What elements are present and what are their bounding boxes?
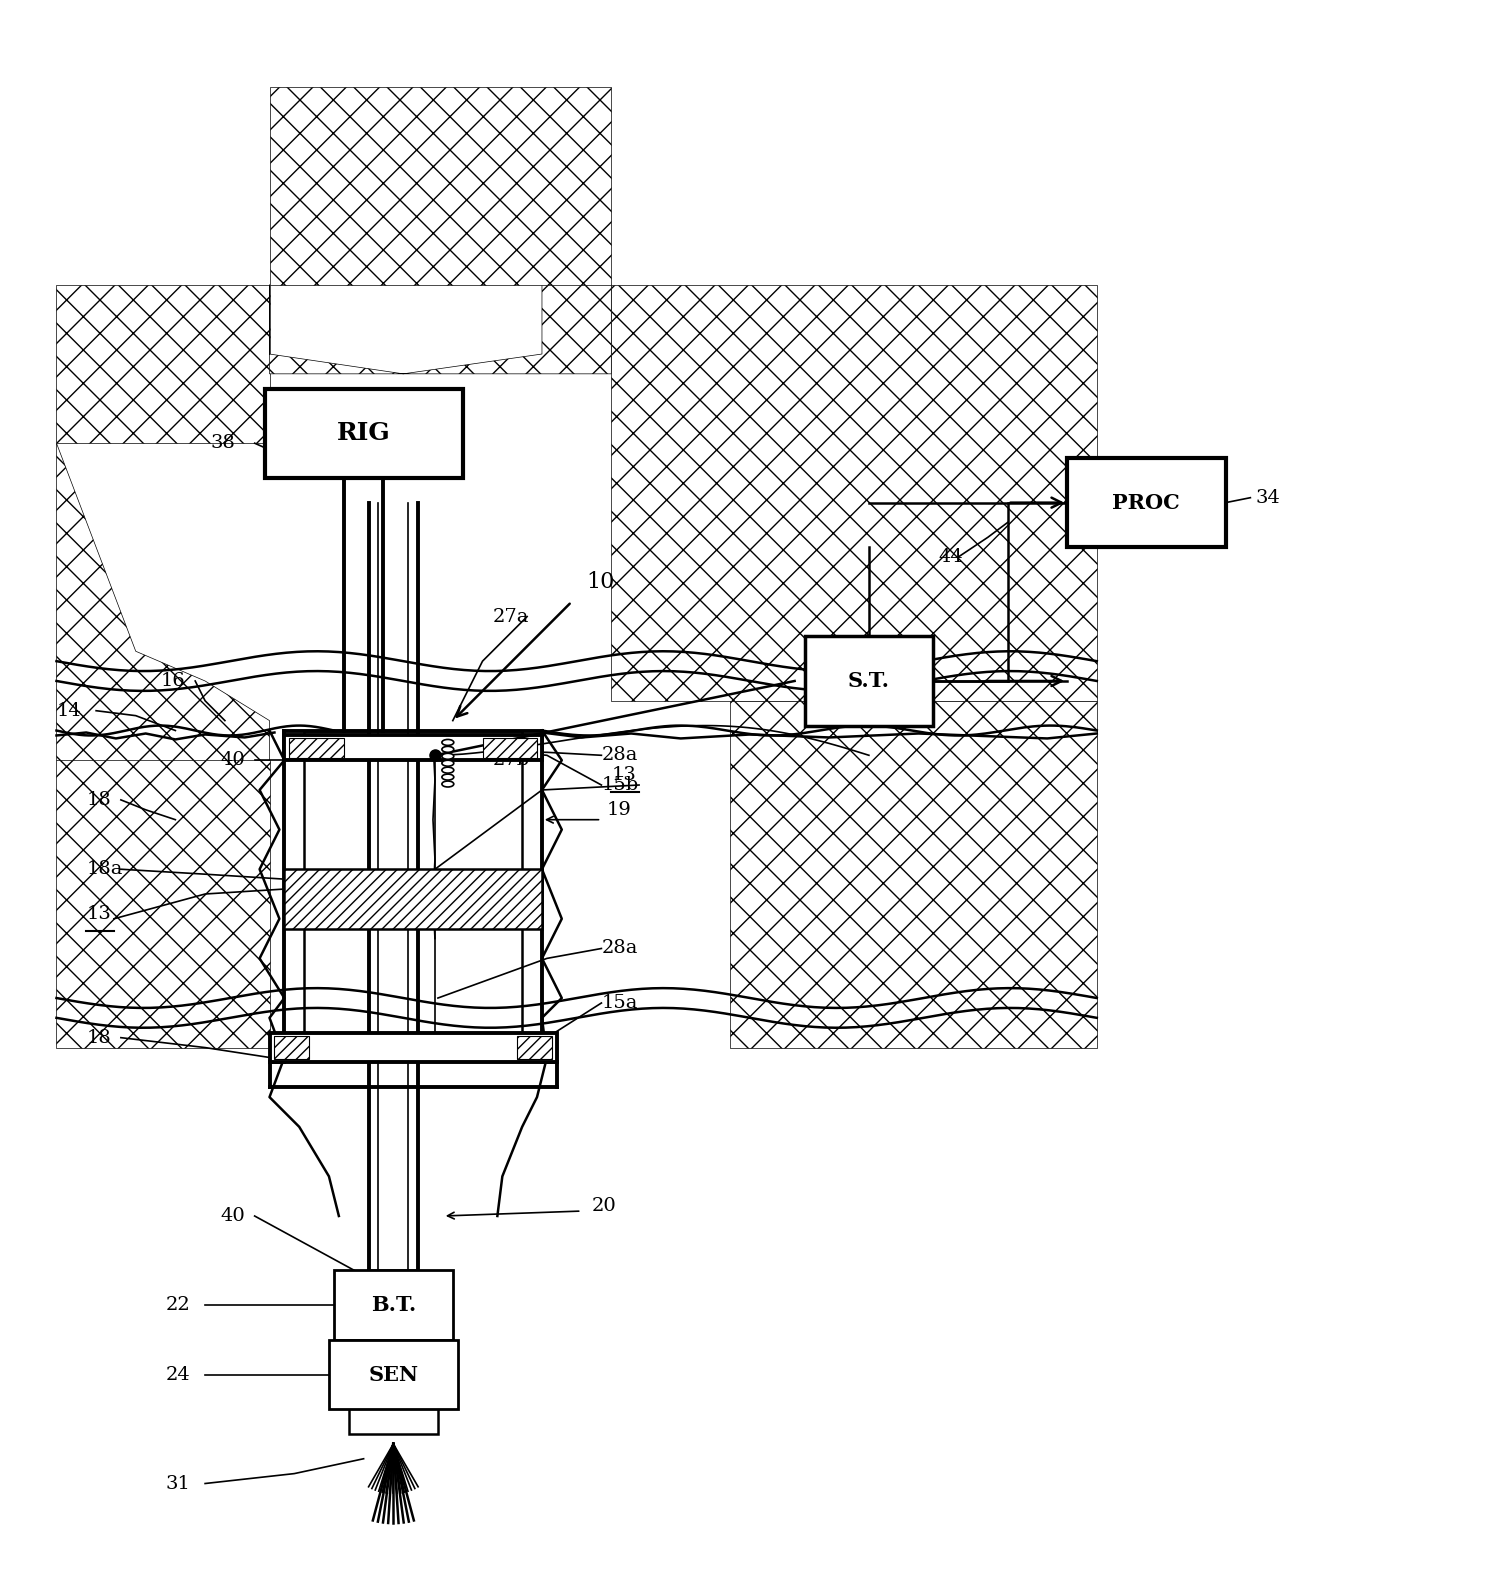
Text: 15b: 15b (601, 775, 639, 794)
Text: B.T.: B.T. (370, 1295, 416, 1315)
Text: 13: 13 (86, 904, 111, 923)
Text: 19: 19 (607, 801, 631, 820)
Bar (517, 1035, 551, 1060)
Text: 13: 13 (611, 766, 636, 783)
Polygon shape (270, 87, 611, 285)
Text: 14: 14 (57, 702, 81, 720)
Ellipse shape (441, 782, 453, 786)
Text: 16: 16 (161, 672, 185, 691)
Polygon shape (57, 285, 270, 444)
Text: 31: 31 (166, 1474, 190, 1493)
Text: 10: 10 (586, 571, 614, 593)
Text: 22: 22 (166, 1296, 190, 1313)
Ellipse shape (441, 768, 453, 772)
Polygon shape (611, 285, 1096, 702)
Polygon shape (57, 760, 270, 1048)
Text: PROC: PROC (1113, 492, 1181, 513)
Bar (334, 1271, 453, 1340)
Bar (285, 870, 542, 928)
Text: 18: 18 (86, 1029, 111, 1046)
Polygon shape (730, 702, 1096, 1048)
Polygon shape (349, 1271, 438, 1295)
Text: 40: 40 (220, 1206, 244, 1225)
Bar (289, 738, 343, 758)
Ellipse shape (441, 739, 453, 746)
Bar (274, 1035, 309, 1060)
Text: SEN: SEN (369, 1364, 419, 1384)
Ellipse shape (441, 746, 453, 752)
Text: 28a: 28a (601, 939, 637, 958)
Text: 18a: 18a (86, 860, 122, 878)
Text: 20: 20 (592, 1197, 616, 1214)
Text: 34: 34 (1256, 489, 1280, 507)
Text: 40: 40 (220, 752, 244, 769)
Bar (1068, 458, 1226, 547)
Text: 14: 14 (899, 711, 923, 730)
Text: 27b: 27b (492, 752, 530, 769)
Polygon shape (57, 444, 270, 801)
Bar (270, 1033, 557, 1062)
Text: 38: 38 (209, 434, 235, 451)
Ellipse shape (441, 753, 453, 760)
Text: 28b: 28b (458, 736, 495, 755)
Ellipse shape (441, 774, 453, 780)
Text: 26: 26 (809, 711, 834, 730)
Text: S.T.: S.T. (848, 672, 890, 691)
Bar (482, 738, 538, 758)
Bar (804, 637, 934, 725)
Ellipse shape (441, 760, 453, 766)
Text: 44: 44 (938, 547, 962, 566)
Bar (265, 389, 462, 478)
Text: 28a: 28a (601, 746, 637, 764)
Bar (328, 1340, 458, 1409)
Text: 27a: 27a (492, 607, 529, 626)
Text: RIG: RIG (337, 422, 390, 445)
Text: 15a: 15a (601, 994, 637, 1011)
Polygon shape (270, 285, 611, 374)
Bar (349, 1295, 438, 1435)
Text: 18: 18 (86, 791, 111, 809)
Text: 24: 24 (166, 1365, 190, 1384)
Bar (285, 736, 542, 760)
